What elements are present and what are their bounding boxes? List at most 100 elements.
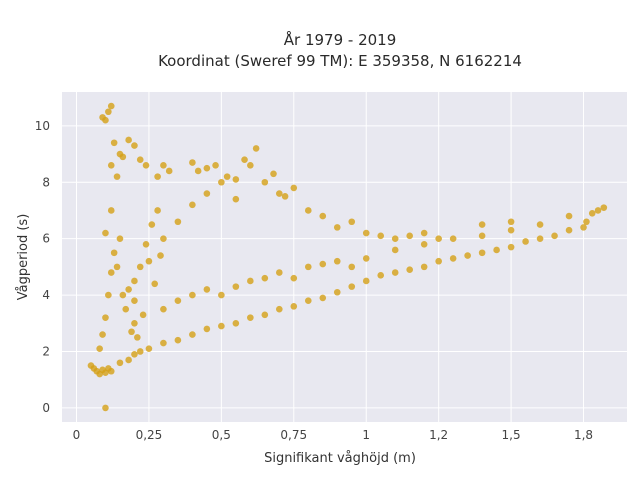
- data-point: [449, 255, 457, 262]
- data-point: [232, 283, 240, 290]
- data-point: [148, 221, 156, 228]
- data-point: [160, 162, 167, 169]
- data-point: [145, 257, 153, 265]
- data-point: [134, 334, 141, 341]
- data-point: [478, 232, 486, 240]
- data-point: [119, 291, 127, 299]
- data-point: [232, 319, 240, 327]
- y-tick-label: 6: [42, 232, 50, 246]
- y-axis-ticks: 0 2 4 6 8 10: [35, 119, 50, 415]
- data-point: [232, 195, 240, 203]
- data-point: [142, 241, 150, 248]
- x-tick-label: 1,2: [429, 428, 448, 442]
- data-point: [391, 246, 399, 254]
- data-point: [406, 232, 413, 240]
- data-point: [435, 235, 442, 242]
- data-point: [478, 249, 486, 257]
- data-point: [377, 272, 385, 279]
- data-point: [136, 348, 144, 355]
- data-point: [99, 114, 106, 121]
- data-point: [333, 288, 341, 296]
- data-point: [107, 162, 115, 169]
- data-point: [247, 314, 254, 321]
- data-point: [125, 136, 132, 144]
- x-tick-label: 1,8: [574, 428, 593, 442]
- data-point: [189, 291, 196, 299]
- data-point: [252, 145, 260, 152]
- data-point: [493, 246, 500, 254]
- chart-title-line1: År 1979 - 2019: [284, 30, 397, 49]
- data-point: [151, 280, 159, 288]
- data-point: [218, 322, 225, 330]
- data-point: [281, 193, 289, 200]
- data-point: [304, 297, 312, 305]
- data-point: [203, 325, 211, 333]
- data-point: [241, 156, 248, 163]
- data-point: [174, 336, 182, 344]
- data-point: [594, 207, 602, 214]
- data-point: [348, 218, 356, 226]
- data-point: [194, 167, 202, 175]
- data-point: [107, 367, 115, 375]
- data-point: [218, 291, 225, 299]
- data-point: [136, 263, 144, 271]
- data-point: [580, 224, 587, 231]
- data-point: [160, 339, 167, 347]
- data-point: [131, 351, 138, 358]
- data-point: [290, 303, 298, 310]
- data-point: [247, 162, 254, 169]
- data-point: [507, 243, 515, 251]
- data-point: [319, 260, 327, 268]
- data-point: [261, 274, 269, 282]
- data-point: [99, 331, 106, 338]
- data-point: [96, 345, 103, 352]
- data-point: [420, 263, 428, 271]
- data-point: [116, 359, 124, 367]
- data-point: [110, 249, 118, 257]
- data-point: [377, 232, 385, 240]
- data-point: [507, 218, 515, 226]
- data-point: [203, 164, 211, 172]
- data-point: [247, 277, 254, 285]
- data-point: [102, 404, 109, 412]
- x-tick-label: 0,25: [136, 428, 163, 442]
- data-point: [102, 229, 109, 237]
- data-point: [304, 263, 312, 271]
- data-point: [142, 162, 150, 169]
- data-point: [105, 291, 112, 299]
- data-point: [348, 283, 356, 290]
- data-point: [223, 173, 231, 180]
- data-point: [391, 269, 399, 276]
- data-point: [119, 153, 127, 161]
- x-axis-ticks: 0 0,25 0,5 0,75 1 1,2 1,5 1,8: [73, 428, 593, 442]
- y-tick-label: 0: [42, 401, 50, 415]
- data-point: [478, 221, 486, 228]
- data-point: [588, 209, 596, 217]
- data-point: [522, 238, 529, 245]
- grid-lines: [62, 92, 627, 422]
- data-point: [600, 204, 608, 211]
- data-point: [391, 235, 399, 242]
- data-point: [420, 241, 428, 248]
- data-point: [449, 235, 457, 242]
- y-tick-label: 4: [42, 288, 50, 302]
- data-point: [261, 178, 269, 186]
- data-point: [420, 229, 428, 237]
- data-point: [154, 173, 161, 180]
- data-point: [165, 167, 173, 175]
- data-point: [174, 218, 182, 226]
- data-point: [304, 207, 312, 214]
- data-point: [125, 286, 132, 293]
- data-point: [507, 226, 515, 234]
- data-point: [110, 139, 118, 147]
- data-point: [565, 226, 573, 234]
- data-point: [362, 277, 370, 285]
- data-point: [128, 328, 135, 336]
- data-point: [174, 297, 182, 305]
- y-tick-label: 2: [42, 344, 50, 358]
- data-point: [116, 235, 124, 242]
- data-points: [87, 102, 608, 412]
- data-point: [102, 314, 109, 321]
- data-point: [290, 274, 298, 282]
- data-point: [270, 170, 277, 178]
